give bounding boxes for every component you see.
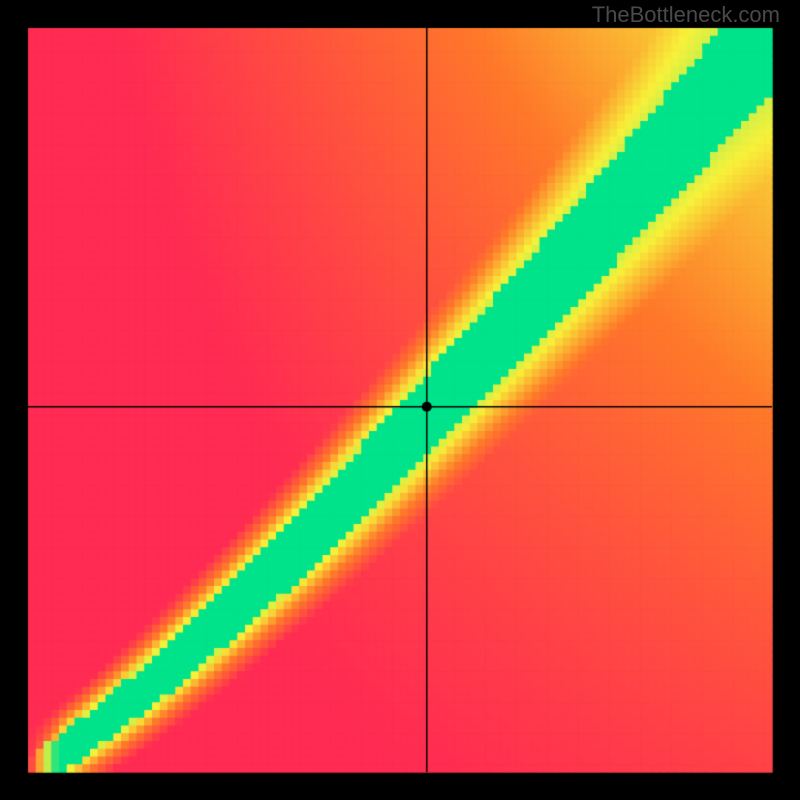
- attribution-text: TheBottleneck.com: [592, 2, 780, 28]
- chart-container: TheBottleneck.com: [0, 0, 800, 800]
- bottleneck-heatmap-canvas: [0, 0, 800, 800]
